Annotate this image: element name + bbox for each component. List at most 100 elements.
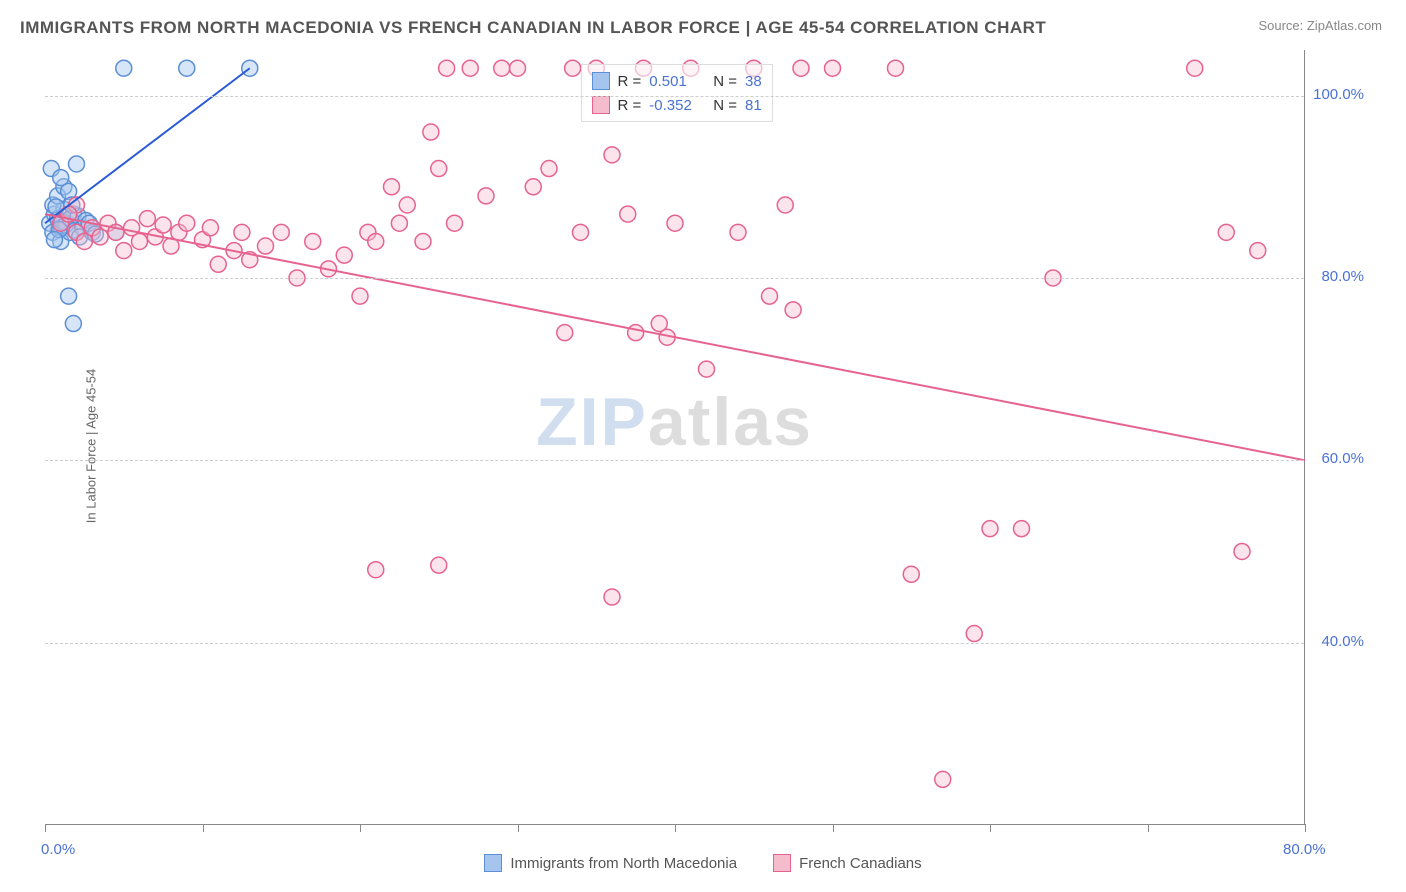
r-value: 0.501 bbox=[649, 73, 705, 90]
n-value: 81 bbox=[745, 97, 762, 114]
xtick bbox=[360, 824, 361, 832]
scatter-point bbox=[368, 562, 384, 578]
scatter-point bbox=[541, 161, 557, 177]
legend-row: R = -0.352 N = 81 bbox=[592, 93, 762, 117]
scatter-point bbox=[415, 233, 431, 249]
scatter-point bbox=[966, 626, 982, 642]
scatter-point bbox=[604, 147, 620, 163]
scatter-point bbox=[628, 325, 644, 341]
scatter-point bbox=[557, 325, 573, 341]
xtick bbox=[203, 824, 204, 832]
xtick bbox=[45, 824, 46, 832]
scatter-point bbox=[935, 771, 951, 787]
plot-area: ZIPatlas R =0.501N =38R =-0.352N =81 40.… bbox=[45, 50, 1305, 825]
scatter-point bbox=[431, 557, 447, 573]
gridline bbox=[45, 643, 1304, 644]
regression-line bbox=[45, 68, 250, 223]
ytick-label: 100.0% bbox=[1313, 86, 1364, 103]
scatter-point bbox=[667, 215, 683, 231]
scatter-point bbox=[273, 224, 289, 240]
scatter-point bbox=[439, 60, 455, 76]
scatter-point bbox=[242, 60, 258, 76]
scatter-point bbox=[234, 224, 250, 240]
scatter-point bbox=[478, 188, 494, 204]
scatter-point bbox=[336, 247, 352, 263]
scatter-point bbox=[423, 124, 439, 140]
ytick-label: 60.0% bbox=[1321, 450, 1364, 467]
scatter-point bbox=[258, 238, 274, 254]
gridline bbox=[45, 278, 1304, 279]
legend-label: Immigrants from North Macedonia bbox=[510, 855, 737, 872]
scatter-point bbox=[384, 179, 400, 195]
legend-item: French Canadians bbox=[773, 854, 922, 872]
scatter-point bbox=[1014, 521, 1030, 537]
n-label: N = bbox=[713, 73, 737, 90]
n-value: 38 bbox=[745, 73, 762, 90]
r-value: -0.352 bbox=[649, 97, 705, 114]
xtick bbox=[675, 824, 676, 832]
legend-label: French Canadians bbox=[799, 855, 922, 872]
legend-item: Immigrants from North Macedonia bbox=[484, 854, 737, 872]
scatter-point bbox=[620, 206, 636, 222]
scatter-point bbox=[462, 60, 478, 76]
ytick-label: 80.0% bbox=[1321, 268, 1364, 285]
scatter-point bbox=[793, 60, 809, 76]
xtick bbox=[518, 824, 519, 832]
scatter-point bbox=[399, 197, 415, 213]
scatter-point bbox=[447, 215, 463, 231]
chart-title: IMMIGRANTS FROM NORTH MACEDONIA VS FRENC… bbox=[20, 18, 1046, 38]
scatter-point bbox=[699, 361, 715, 377]
scatter-point bbox=[982, 521, 998, 537]
xtick bbox=[990, 824, 991, 832]
ytick-label: 40.0% bbox=[1321, 633, 1364, 650]
gridline bbox=[45, 460, 1304, 461]
scatter-point bbox=[510, 60, 526, 76]
scatter-point bbox=[604, 589, 620, 605]
legend-correlation: R = 0.501 N = 38 R = -0.352 N = 81 bbox=[581, 64, 773, 122]
scatter-point bbox=[116, 60, 132, 76]
scatter-point bbox=[179, 215, 195, 231]
scatter-point bbox=[352, 288, 368, 304]
scatter-point bbox=[53, 170, 69, 186]
legend-swatch bbox=[484, 854, 502, 872]
source-label: Source: ZipAtlas.com bbox=[1258, 18, 1382, 33]
scatter-point bbox=[785, 302, 801, 318]
legend-row: R = 0.501 N = 38 bbox=[592, 69, 762, 93]
scatter-point bbox=[1218, 224, 1234, 240]
xtick bbox=[833, 824, 834, 832]
scatter-point bbox=[1187, 60, 1203, 76]
xtick bbox=[1148, 824, 1149, 832]
legend-swatch bbox=[592, 72, 610, 90]
scatter-point bbox=[573, 224, 589, 240]
scatter-point bbox=[139, 211, 155, 227]
scatter-point bbox=[888, 60, 904, 76]
scatter-point bbox=[825, 60, 841, 76]
scatter-point bbox=[903, 566, 919, 582]
r-label: R = bbox=[618, 73, 642, 90]
gridline bbox=[45, 96, 1304, 97]
scatter-point bbox=[391, 215, 407, 231]
scatter-point bbox=[155, 217, 171, 233]
legend-swatch bbox=[773, 854, 791, 872]
legend-swatch bbox=[592, 96, 610, 114]
legend-series: Immigrants from North Macedonia French Ca… bbox=[0, 854, 1406, 876]
scatter-point bbox=[65, 316, 81, 332]
r-label: R = bbox=[618, 97, 642, 114]
scatter-point bbox=[132, 233, 148, 249]
scatter-point bbox=[368, 233, 384, 249]
scatter-point bbox=[61, 288, 77, 304]
scatter-point bbox=[1250, 243, 1266, 259]
scatter-point bbox=[431, 161, 447, 177]
scatter-point bbox=[494, 60, 510, 76]
scatter-point bbox=[565, 60, 581, 76]
scatter-point bbox=[1234, 543, 1250, 559]
scatter-point bbox=[762, 288, 778, 304]
n-label: N = bbox=[713, 97, 737, 114]
scatter-point bbox=[179, 60, 195, 76]
scatter-point bbox=[730, 224, 746, 240]
scatter-point bbox=[210, 256, 226, 272]
scatter-point bbox=[46, 232, 62, 248]
scatter-point bbox=[202, 220, 218, 236]
scatter-point bbox=[69, 156, 85, 172]
regression-line bbox=[45, 214, 1305, 460]
